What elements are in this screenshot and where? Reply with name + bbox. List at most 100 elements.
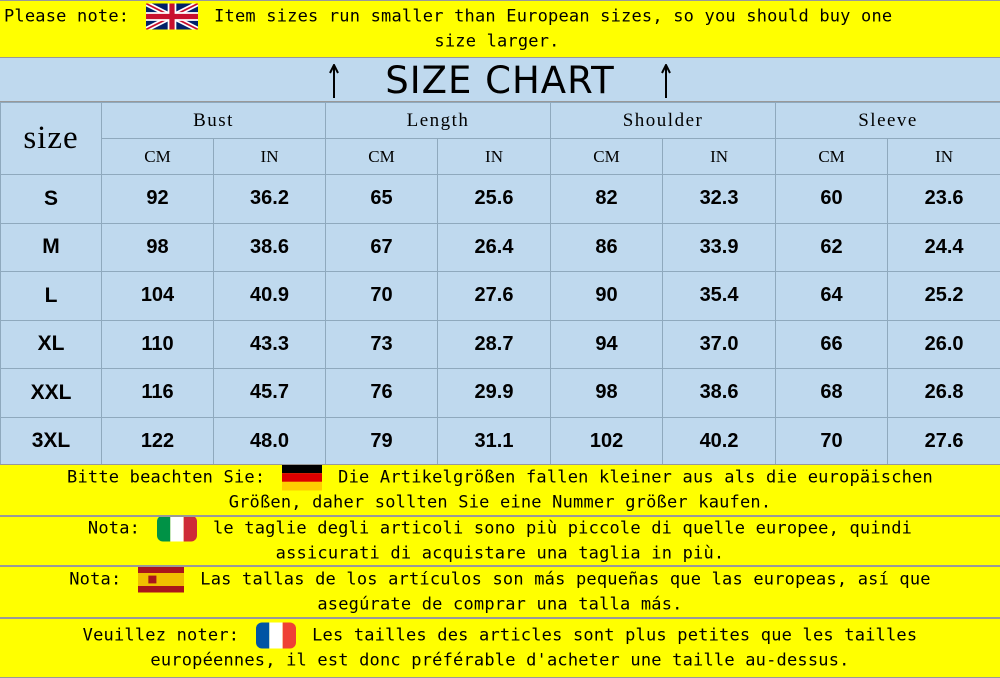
unit-header: CM	[325, 138, 439, 175]
size-cell: 3XL	[0, 416, 102, 466]
value-cell: 40.2	[662, 416, 777, 466]
bust-header: Bust	[100, 102, 327, 139]
value-cell: 27.6	[887, 416, 1000, 466]
value-cell: 110	[101, 319, 214, 369]
value-cell: 70	[775, 416, 889, 466]
unit-header: IN	[887, 138, 1000, 175]
note-label: Nota:	[87, 518, 141, 539]
value-cell: 48.0	[212, 416, 327, 466]
value-cell: 23.6	[887, 174, 1000, 224]
unit-header: CM	[550, 138, 664, 175]
value-cell: 45.7	[212, 368, 327, 418]
note-german: Bitte beachten Sie: Die Artikelgrößen fa…	[0, 464, 1000, 516]
up-arrow-icon	[661, 64, 671, 98]
title-row: SIZE CHART	[0, 58, 1000, 102]
value-cell: 64	[775, 271, 889, 321]
value-cell: 94	[550, 319, 664, 369]
value-cell: 76	[325, 368, 439, 418]
value-cell: 65	[325, 174, 439, 224]
value-cell: 98	[550, 368, 664, 418]
value-cell: 24.4	[887, 222, 1000, 272]
value-cell: 25.2	[887, 271, 1000, 321]
value-cell: 66	[775, 319, 889, 369]
table-row: S 92 36.2 65 25.6 82 32.3 60 23.6	[0, 174, 1000, 224]
value-cell: 32.3	[662, 174, 777, 224]
value-cell: 60	[775, 174, 889, 224]
up-arrow-icon	[329, 64, 339, 98]
value-cell: 104	[101, 271, 214, 321]
size-column-header: size	[0, 102, 102, 175]
value-cell: 35.4	[662, 271, 777, 321]
size-cell: S	[0, 174, 102, 224]
table-row: 3XL 122 48.0 79 31.1 102 40.2 70 27.6	[0, 416, 1000, 466]
note-label: Veuillez noter:	[82, 625, 240, 646]
table-row: M 98 38.6 67 26.4 86 33.9 62 24.4	[0, 222, 1000, 272]
length-header: Length	[325, 102, 552, 139]
table-row: L 104 40.9 70 27.6 90 35.4 64 25.2	[0, 271, 1000, 321]
unit-header: IN	[437, 138, 552, 175]
value-cell: 90	[550, 271, 664, 321]
size-cell: L	[0, 271, 102, 321]
value-cell: 82	[550, 174, 664, 224]
value-cell: 25.6	[437, 174, 552, 224]
value-cell: 26.8	[887, 368, 1000, 418]
unit-header: IN	[662, 138, 777, 175]
note-text-continued: asegúrate de comprar una talla más.	[317, 594, 683, 615]
value-cell: 38.6	[662, 368, 777, 418]
size-cell: XXL	[0, 368, 102, 418]
unit-header-row: CM IN CM IN CM IN CM IN	[1, 138, 1000, 175]
uk-flag-icon	[145, 3, 198, 30]
shoulder-header: Shoulder	[550, 102, 777, 139]
table-row: XXL 116 45.7 76 29.9 98 38.6 68 26.8	[0, 368, 1000, 418]
value-cell: 79	[325, 416, 439, 466]
table-row: XL 110 43.3 73 28.7 94 37.0 66 26.0	[0, 319, 1000, 369]
unit-header: CM	[775, 138, 889, 175]
value-cell: 40.9	[212, 271, 327, 321]
note-spanish: Nota: Las tallas de los artículos son má…	[0, 566, 1000, 618]
value-cell: 68	[775, 368, 889, 418]
note-text: Item sizes run smaller than European siz…	[214, 6, 893, 27]
value-cell: 28.7	[437, 319, 552, 369]
value-cell: 70	[325, 271, 439, 321]
value-cell: 33.9	[662, 222, 777, 272]
unit-header: CM	[101, 138, 214, 175]
note-text-continued: size larger.	[434, 31, 560, 52]
value-cell: 37.0	[662, 319, 777, 369]
france-flag-icon	[255, 622, 296, 649]
value-cell: 38.6	[212, 222, 327, 272]
size-cell: M	[0, 222, 102, 272]
value-cell: 26.4	[437, 222, 552, 272]
note-text: Les tailles des articles sont plus petit…	[312, 625, 918, 646]
value-cell: 62	[775, 222, 889, 272]
page-title: SIZE CHART	[385, 59, 615, 102]
size-cell: XL	[0, 319, 102, 369]
value-cell: 36.2	[212, 174, 327, 224]
value-cell: 98	[101, 222, 214, 272]
value-cell: 122	[101, 416, 214, 466]
note-label: Bitte beachten Sie:	[67, 467, 266, 488]
value-cell: 43.3	[212, 319, 327, 369]
note-italian: Nota: le taglie degli articoli sono più …	[0, 516, 1000, 566]
value-cell: 86	[550, 222, 664, 272]
value-cell: 102	[550, 416, 664, 466]
value-cell: 29.9	[437, 368, 552, 418]
value-cell: 92	[101, 174, 214, 224]
value-cell: 67	[325, 222, 439, 272]
note-text: Die Artikelgrößen fallen kleiner aus als…	[338, 467, 933, 488]
value-cell: 26.0	[887, 319, 1000, 369]
sleeve-header: Sleeve	[775, 102, 1000, 139]
note-text: le taglie degli articoli sono più piccol…	[212, 518, 913, 539]
note-label: Nota:	[69, 569, 122, 590]
italy-flag-icon	[156, 517, 197, 542]
note-text-continued: européennes, il est donc préférable d'ac…	[150, 650, 850, 671]
group-header-row: size Bust Length Shoulder Sleeve	[0, 102, 1000, 175]
note-text-continued: assicurati di acquistare una taglia in p…	[275, 543, 725, 564]
note-french: Veuillez noter: Les tailles des articles…	[0, 618, 1000, 678]
note-text: Las tallas de los artículos son más pequ…	[200, 569, 931, 590]
size-chart-table: size Bust Length Shoulder Sleeve CM IN C…	[0, 102, 1000, 466]
note-label: Please note:	[4, 6, 130, 27]
germany-flag-icon	[281, 465, 322, 491]
note-text-continued: Größen, daher sollten Sie eine Nummer gr…	[228, 492, 772, 513]
value-cell: 27.6	[437, 271, 552, 321]
value-cell: 73	[325, 319, 439, 369]
